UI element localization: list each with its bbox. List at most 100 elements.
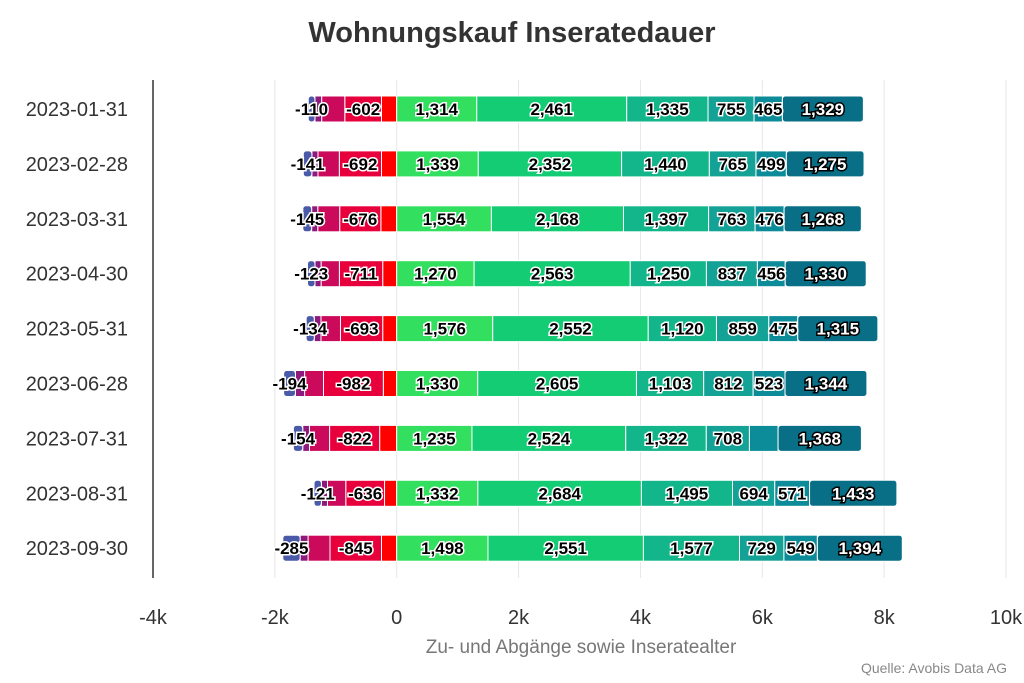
category-label: 2023-02-28 [26,154,128,176]
bar-segment-pos-6 [783,205,862,233]
data-label: 755 [717,100,745,119]
bar-segment-pos-3 [647,315,717,343]
data-label: 763 [718,210,746,229]
bar-segment-neg-1 [382,315,398,343]
bar-segment-pos-2 [471,424,627,452]
data-labels: -602 -110 1,314 2,461 1,335 755 465 1,329 -692 -1… [271,99,883,560]
bar-segment-pos-2 [476,95,628,123]
category-labels: 2023-01-31 2023-02-28 2023-03-31 2023-04-30… [26,99,128,560]
x-tick-label: 4k [630,607,652,629]
bar-segment-pos-1 [396,534,489,562]
category-label: 2023-06-28 [26,374,128,396]
bar-segment-pos-3 [625,424,707,452]
data-label: -123 [294,265,328,284]
bar-segment-pos-3 [640,479,733,507]
bar-segment-pos-2 [473,260,631,288]
data-label: 1,368 [798,429,841,448]
data-label: -194 [273,375,308,394]
category-label: 2023-04-30 [26,264,128,286]
data-label: 1,498 [421,539,464,558]
bar-segment-pos-4 [707,95,755,123]
bar-segment-neg-1 [380,205,398,233]
bar-segment-pos-2 [477,370,637,397]
data-label: 2,563 [531,265,574,284]
x-tick-label: -4k [139,607,168,629]
data-label: 1,344 [805,375,848,394]
bar-segment-pos-4 [715,315,770,343]
data-label: 837 [718,265,746,284]
data-label: 1,433 [832,484,875,503]
bar-segment-pos-1 [396,150,479,178]
data-label: 1,339 [416,155,459,174]
bar-segment-pos-5 [756,260,786,288]
bar-segment-pos-4 [708,205,756,233]
data-label: 1,576 [423,320,466,339]
bar-segment-pos-5 [774,479,811,507]
category-label: 2023-05-31 [26,319,128,341]
data-label: 523 [755,375,783,394]
bar-segment-neg-5 [292,424,304,452]
bar-segment-neg-5 [307,95,316,123]
bar-segment-neg-2 [329,534,382,562]
x-axis-title: Zu- und Abgänge sowie Inseratealter [426,637,737,658]
category-label: 2023-07-31 [26,428,128,450]
bar-segment-neg-1 [380,534,398,562]
bar-segment-neg-3 [307,534,331,562]
bar-segment-neg-1 [384,479,398,507]
data-label: 1,103 [649,375,692,394]
data-label: 2,605 [536,375,579,394]
bar-segment-neg-5 [313,479,322,507]
data-label: -636 [348,484,382,503]
data-label: 2,461 [530,100,573,119]
data-label: -845 [339,539,373,558]
data-label: -121 [301,484,335,503]
bars [282,95,903,562]
data-label: 1,329 [802,100,845,119]
bar-segment-pos-1 [396,315,494,343]
data-label: -676 [343,210,377,229]
bar-segment-neg-5 [282,534,301,562]
data-label: 499 [757,155,785,174]
bar-segment-pos-4 [738,534,785,562]
data-label: 1,120 [661,320,704,339]
data-label: 1,314 [415,100,458,119]
data-label: 1,315 [817,320,860,339]
data-label: 1,275 [804,155,847,174]
data-label: -154 [281,429,316,448]
bar-segment-pos-2 [477,150,623,178]
bar-segment-pos-3 [635,370,705,397]
data-label: -602 [346,100,380,119]
data-label: 2,552 [549,320,592,339]
data-label: -982 [336,375,370,394]
source-note: Quelle: Avobis Data AG [861,660,1007,676]
x-tick-label: 8k [874,607,896,629]
bar-segment-pos-6 [809,479,898,507]
data-label: 812 [714,375,742,394]
data-label: 1,270 [414,265,457,284]
bar-segment-pos-3 [626,95,709,123]
bar-segment-pos-3 [621,150,710,178]
x-tick-label: 6k [752,607,774,629]
bar-segment-pos-1 [396,370,479,397]
data-label: 1,322 [645,429,688,448]
data-label: -692 [343,155,377,174]
data-label: 859 [728,320,756,339]
x-tick-label: -2k [261,607,290,629]
bar-segment-neg-5 [283,370,296,397]
data-label: 1,335 [646,100,689,119]
data-label: -711 [344,265,377,284]
bar-segment-pos-6 [784,370,868,397]
data-label: 729 [748,539,776,558]
bar-segment-neg-2 [338,150,382,178]
data-label: 1,235 [413,429,456,448]
data-label: -145 [290,210,324,229]
bar-segment-pos-6 [797,315,879,343]
category-label: 2023-01-31 [26,99,128,121]
bar-segment-neg-1 [382,370,398,397]
bar-segment-pos-6 [781,95,864,123]
data-label: -110 [295,100,328,119]
x-tick-label: 0 [391,607,402,629]
bar-segment-pos-1 [396,260,475,288]
bar-segment-neg-1 [382,260,398,288]
data-label: 1,495 [666,484,709,503]
